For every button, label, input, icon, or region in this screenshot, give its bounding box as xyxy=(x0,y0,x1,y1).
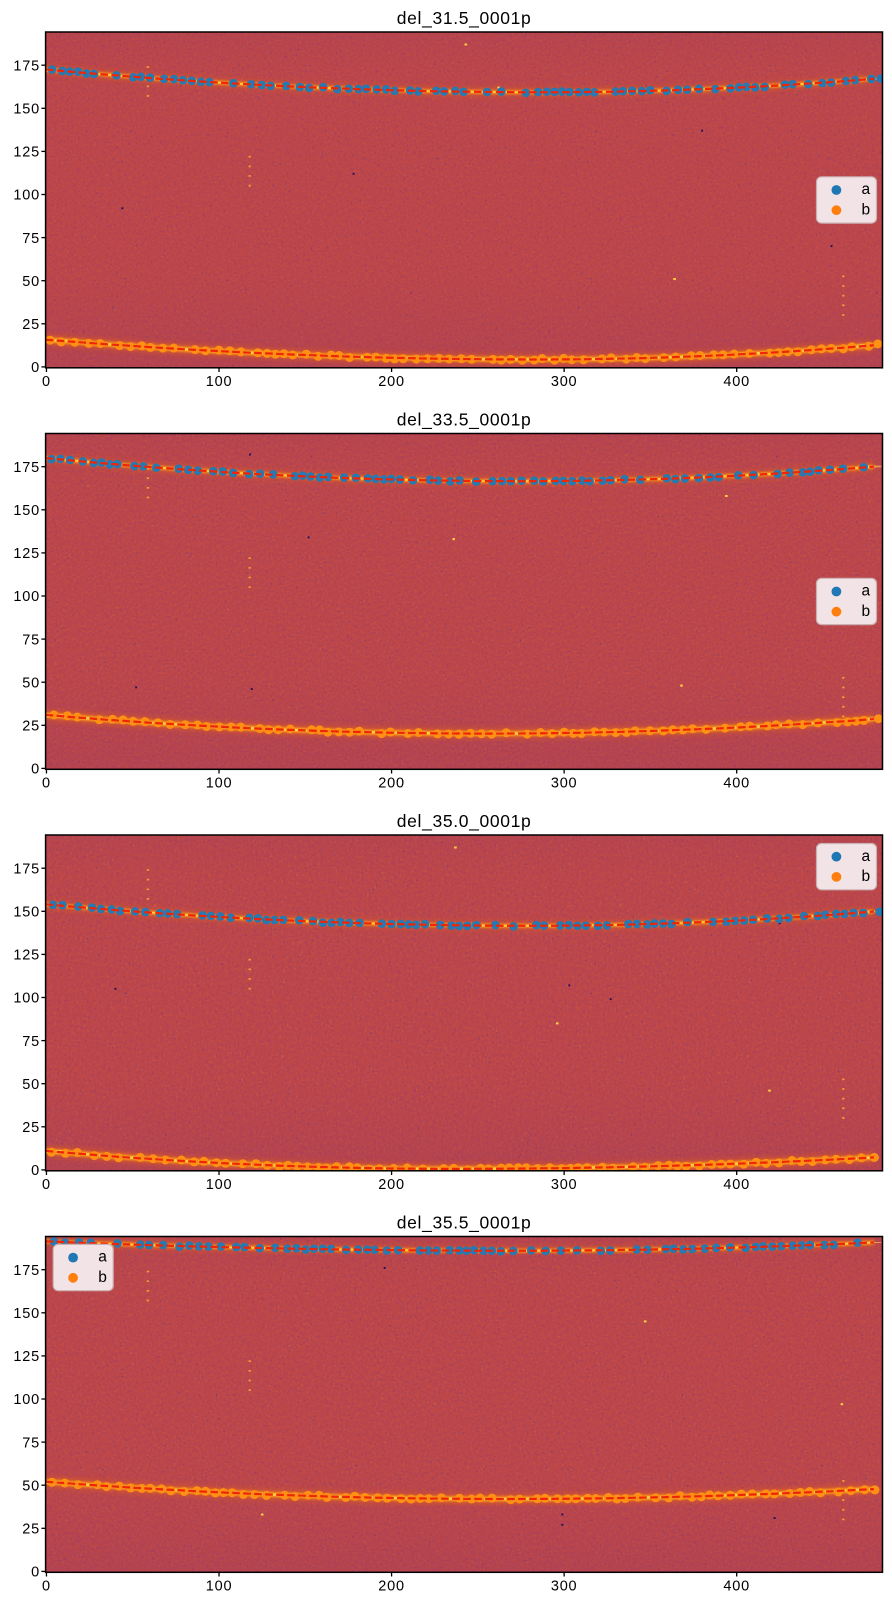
svg-text:a: a xyxy=(862,181,871,198)
svg-text:75: 75 xyxy=(22,231,40,247)
svg-text:del_35.5_0001p: del_35.5_0001p xyxy=(397,1213,532,1234)
svg-text:del_33.5_0001p: del_33.5_0001p xyxy=(397,410,532,431)
svg-text:100: 100 xyxy=(13,1392,40,1408)
svg-text:175: 175 xyxy=(13,1263,40,1279)
svg-text:200: 200 xyxy=(378,1578,405,1594)
svg-text:0: 0 xyxy=(42,775,51,791)
svg-text:175: 175 xyxy=(13,58,40,74)
svg-text:0: 0 xyxy=(42,374,51,390)
svg-text:175: 175 xyxy=(13,861,40,877)
svg-text:300: 300 xyxy=(551,1578,578,1594)
svg-text:175: 175 xyxy=(13,460,40,476)
svg-text:50: 50 xyxy=(22,1077,40,1093)
svg-text:150: 150 xyxy=(13,905,40,921)
svg-text:0: 0 xyxy=(42,1578,51,1594)
svg-text:50: 50 xyxy=(22,1478,40,1494)
svg-text:75: 75 xyxy=(22,1435,40,1451)
svg-text:75: 75 xyxy=(22,632,40,648)
svg-text:25: 25 xyxy=(22,719,40,735)
svg-text:50: 50 xyxy=(22,274,40,290)
svg-text:b: b xyxy=(862,201,871,218)
svg-text:125: 125 xyxy=(13,1349,40,1365)
svg-text:125: 125 xyxy=(13,145,40,161)
svg-text:25: 25 xyxy=(22,1522,40,1538)
svg-text:0: 0 xyxy=(31,360,40,376)
svg-text:100: 100 xyxy=(206,775,233,791)
svg-text:150: 150 xyxy=(13,102,40,118)
svg-text:100: 100 xyxy=(13,991,40,1007)
svg-text:100: 100 xyxy=(13,589,40,605)
svg-text:a: a xyxy=(98,1249,107,1266)
svg-text:150: 150 xyxy=(13,1306,40,1322)
svg-text:0: 0 xyxy=(31,1163,40,1179)
svg-text:400: 400 xyxy=(723,374,750,390)
svg-text:0: 0 xyxy=(31,762,40,778)
svg-text:100: 100 xyxy=(13,188,40,204)
svg-text:400: 400 xyxy=(723,1578,750,1594)
svg-text:0: 0 xyxy=(31,1565,40,1581)
svg-text:del_31.5_0001p: del_31.5_0001p xyxy=(397,8,532,29)
svg-text:400: 400 xyxy=(723,1177,750,1193)
svg-text:100: 100 xyxy=(206,1177,233,1193)
svg-text:200: 200 xyxy=(378,775,405,791)
svg-text:50: 50 xyxy=(22,675,40,691)
svg-text:400: 400 xyxy=(723,775,750,791)
svg-text:b: b xyxy=(862,868,871,885)
svg-text:b: b xyxy=(98,1269,107,1286)
svg-text:0: 0 xyxy=(42,1177,51,1193)
svg-text:a: a xyxy=(862,583,871,600)
svg-text:a: a xyxy=(862,848,871,865)
svg-text:25: 25 xyxy=(22,317,40,333)
svg-text:200: 200 xyxy=(378,374,405,390)
svg-text:150: 150 xyxy=(13,503,40,519)
svg-text:100: 100 xyxy=(206,374,233,390)
svg-text:125: 125 xyxy=(13,948,40,964)
svg-text:del_35.0_0001p: del_35.0_0001p xyxy=(397,811,532,832)
svg-text:25: 25 xyxy=(22,1120,40,1136)
svg-text:100: 100 xyxy=(206,1578,233,1594)
svg-text:b: b xyxy=(862,603,871,620)
svg-text:125: 125 xyxy=(13,546,40,562)
svg-text:300: 300 xyxy=(551,374,578,390)
svg-text:75: 75 xyxy=(22,1034,40,1050)
svg-text:200: 200 xyxy=(378,1177,405,1193)
svg-text:300: 300 xyxy=(551,775,578,791)
svg-text:300: 300 xyxy=(551,1177,578,1193)
